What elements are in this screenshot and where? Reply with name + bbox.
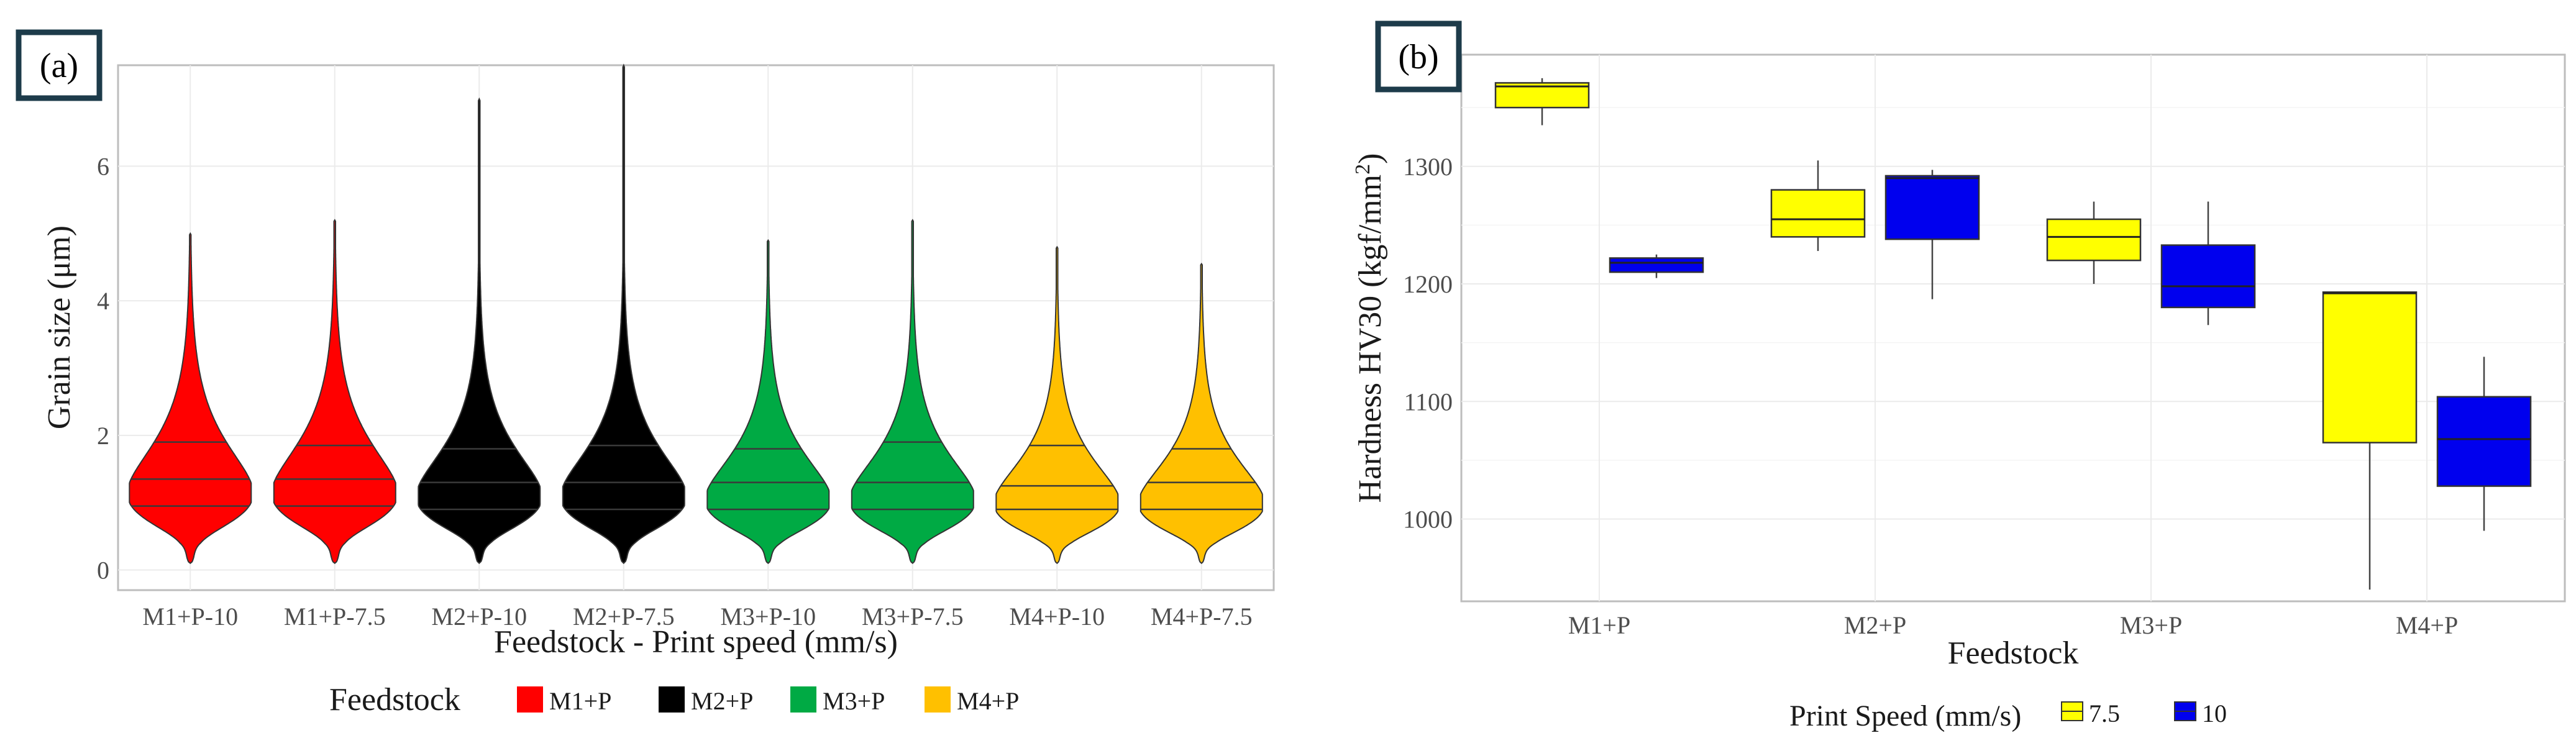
panel-a-violin-chart: 0 2 4 6 M1+P-10 M1+P-7.5 M2+P-10 M2+P-7.5 M3+P-…: [16, 29, 1275, 717]
violin-m3plus-p-7-5: [851, 219, 974, 565]
panel-a-label: (a): [40, 47, 78, 85]
violin-body-m2plus-p-7-5: [562, 63, 685, 565]
box-m4plus-p-speed-10: [2436, 357, 2532, 531]
panel-a-x-tick-label: M4+P-10: [1009, 603, 1105, 631]
panel-b-boxes: [1494, 78, 2532, 590]
legend-label-m4plus-p: M4+P: [957, 687, 1019, 715]
violin-body-m4plus-p-10: [995, 245, 1119, 565]
violin-m4plus-p-7-5: [1140, 262, 1263, 565]
panel-b-y-tick-labels: 1000 1100 1200 1300: [1403, 153, 1453, 534]
panel-b-y-tick-label: 1100: [1404, 388, 1453, 416]
panel-a-x-axis-title: Feedstock - Print speed (mm/s): [494, 624, 898, 660]
legend-key-m3plus-p: [790, 686, 816, 713]
panel-a-label-box: (a): [16, 29, 103, 101]
panel-a-legend-title: Feedstock: [329, 682, 460, 717]
panel-a-x-tick-label: M2+P-7.5: [573, 603, 675, 631]
panel-b-legend: Print Speed (mm/s) 7.5 10: [1789, 699, 2227, 732]
box-m1plus-p-speed-7-5: [1494, 78, 1590, 125]
violin-m4plus-p-10: [995, 245, 1119, 565]
panel-b-label-frame: [1375, 20, 1462, 93]
box-m2plus-p-speed-10: [1884, 170, 1980, 299]
legend-key-m4plus-p: [925, 686, 951, 713]
panel-a-y-axis-title: Grain size (μm): [42, 225, 77, 429]
violin-body-m2plus-p-10: [418, 97, 541, 565]
panel-b-y-axis-title: Hardness HV30 (kgf/mm2): [1351, 153, 1389, 503]
box-m2plus-p-speed-7-5: [1770, 160, 1866, 252]
panel-a-y-tick-label: 6: [97, 153, 109, 181]
legend-label-speed-10: 10: [2202, 699, 2227, 727]
panel-b-x-tick-label: M3+P: [2120, 611, 2182, 639]
legend-item-m3plus-p: M3+P: [790, 686, 885, 715]
panel-b-x-tick-label: M1+P: [1568, 611, 1630, 639]
violin-m2plus-p-7-5: [562, 63, 685, 565]
panel-a-y-tick-labels: 0 2 4 6: [97, 153, 109, 585]
violin-m3plus-p-10: [706, 239, 830, 565]
violin-m2plus-p-10: [418, 97, 541, 565]
panel-b-x-tick-label: M4+P: [2396, 611, 2458, 639]
legend-key-m2plus-p: [659, 686, 685, 713]
box-iqr: [2322, 291, 2418, 444]
panel-b-y-tick-label: 1200: [1403, 270, 1453, 298]
panel-a-x-tick-labels: M1+P-10 M1+P-7.5 M2+P-10 M2+P-7.5 M3+P-10 M3+…: [142, 603, 1252, 631]
panel-b-x-tick-label: M2+P: [1844, 611, 1906, 639]
box-iqr: [2160, 244, 2256, 309]
violin-body-m1plus-p-7-5: [273, 219, 396, 564]
box-iqr: [2046, 218, 2142, 262]
violin-body-m1plus-p-10: [129, 232, 252, 564]
violin-m1plus-p-10: [129, 232, 252, 564]
panel-a-x-tick-label: M2+P-10: [431, 603, 527, 631]
box-m3plus-p-speed-10: [2160, 201, 2256, 326]
violin-body-m3plus-p-7-5: [851, 219, 974, 565]
panel-a-y-tick-label: 4: [97, 287, 109, 315]
legend-label-m2plus-p: M2+P: [691, 687, 753, 715]
legend-key-m1plus-p: [517, 686, 543, 713]
panel-a-x-tick-label: M3+P-7.5: [862, 603, 964, 631]
panel-b-box-chart: 1000 1100 1200 1300 M1+P M2+P M3+P M4+P Feedst…: [1351, 20, 2566, 732]
legend-item-speed-10: 10: [2174, 699, 2227, 727]
box-m1plus-p-speed-10: [1609, 254, 1704, 278]
panel-a-y-tick-label: 0: [97, 557, 109, 585]
panel-b-x-axis-title: Feedstock: [1948, 635, 2079, 671]
box-iqr: [1884, 175, 1980, 240]
panel-a-legend: Feedstock M1+P M2+P M3+P M4+P: [329, 682, 1019, 717]
legend-item-m2plus-p: M2+P: [659, 686, 753, 715]
panel-b-x-tick-labels: M1+P M2+P M3+P M4+P: [1568, 611, 2458, 639]
panel-a-x-tick-label: M1+P-10: [142, 603, 238, 631]
legend-item-m4plus-p: M4+P: [925, 686, 1019, 715]
panel-a-x-tick-label: M1+P-7.5: [284, 603, 386, 631]
panel-b-y-tick-label: 1300: [1403, 153, 1453, 181]
violin-m1plus-p-7-5: [273, 219, 396, 564]
box-iqr: [1770, 189, 1866, 238]
panel-a-violins: [129, 63, 1263, 565]
legend-label-speed-7-5: 7.5: [2089, 699, 2120, 727]
legend-label-m3plus-p: M3+P: [823, 687, 885, 715]
panel-a-x-tick-label: M4+P-7.5: [1151, 603, 1253, 631]
legend-item-m1plus-p: M1+P: [517, 686, 611, 715]
panel-b-label-box: (b): [1375, 20, 1462, 93]
panel-b-legend-title: Print Speed (mm/s): [1789, 699, 2021, 732]
panel-b-label: (b): [1398, 38, 1438, 76]
panel-b-y-tick-label: 1000: [1403, 506, 1453, 534]
legend-label-m1plus-p: M1+P: [549, 687, 611, 715]
legend-item-speed-7-5: 7.5: [2061, 699, 2120, 727]
box-iqr: [2436, 396, 2532, 487]
panel-a-label-frame: [16, 29, 103, 101]
panel-a-y-tick-label: 2: [97, 422, 109, 450]
violin-body-m4plus-p-7-5: [1140, 262, 1263, 565]
box-m3plus-p-speed-7-5: [2046, 201, 2142, 285]
box-m4plus-p-speed-7-5: [2322, 291, 2418, 590]
box-iqr: [1609, 257, 1704, 273]
panel-a-x-tick-label: M3+P-10: [720, 603, 816, 631]
